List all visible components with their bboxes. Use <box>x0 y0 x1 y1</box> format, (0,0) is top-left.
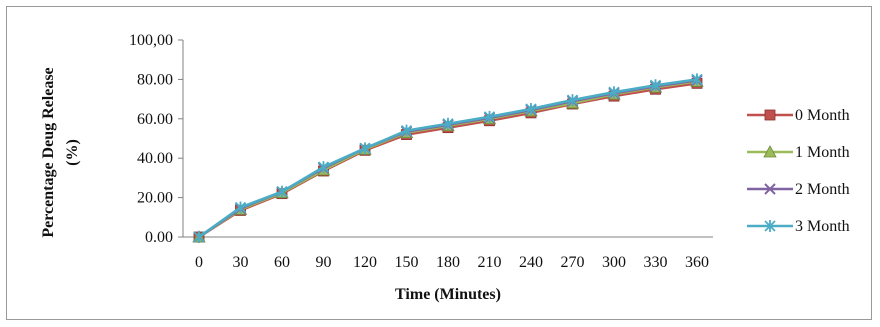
series-3-month <box>193 73 703 243</box>
y-tick-label: 0.00 <box>145 229 173 246</box>
data-point <box>276 185 288 198</box>
y-axis-title-line1: Percentage Deug Release <box>40 67 57 237</box>
ticks: 0.00 20.00 40.00 60.00 80.00 100,00 0 30 60 90 120… <box>129 32 709 271</box>
data-point <box>234 201 247 214</box>
series-line <box>198 79 698 239</box>
y-tick-label: 60.00 <box>137 111 173 128</box>
axes <box>182 40 713 238</box>
x-tick-label: 360 <box>685 254 709 271</box>
legend-item: 2 Month <box>747 181 850 198</box>
data-point <box>608 86 620 99</box>
data-point <box>317 161 330 174</box>
x-tick-label: 300 <box>602 254 626 271</box>
x-tick-label: 120 <box>353 254 377 271</box>
x-tick-label: 150 <box>395 254 419 271</box>
legend-item: 0 Month <box>747 107 850 124</box>
data-point <box>649 79 662 92</box>
series-line <box>198 80 698 239</box>
legend-label: 3 Month <box>795 218 850 235</box>
x-tick-label: 90 <box>316 254 332 271</box>
data-point <box>525 102 537 115</box>
legend-label: 2 Month <box>795 181 850 198</box>
data-point <box>193 231 205 243</box>
y-axis-title-line2: (%) <box>64 139 81 166</box>
legend-label: 0 Month <box>795 107 850 124</box>
series-layer <box>192 73 704 243</box>
legend-item: 3 Month <box>747 218 850 235</box>
series-0-month <box>193 77 703 243</box>
x-tick-label: 180 <box>436 254 460 271</box>
legend-marker <box>763 145 777 158</box>
y-tick-label: 80.00 <box>137 71 173 88</box>
x-tick-label: 210 <box>478 254 502 271</box>
x-tick-label: 270 <box>561 254 585 271</box>
series-1-month <box>192 74 704 243</box>
legend-marker <box>764 109 776 121</box>
legend-label: 1 Month <box>795 144 850 161</box>
x-tick-label: 30 <box>233 254 249 271</box>
chart-frame: 0.00 20.00 40.00 60.00 80.00 100,00 0 30 60 90 120… <box>6 6 872 320</box>
y-tick-label: 100,00 <box>129 32 173 49</box>
legend-item: 1 Month <box>747 144 850 161</box>
legend-marker <box>764 183 776 195</box>
legend-marker <box>764 220 776 232</box>
series-2-month <box>193 74 703 243</box>
data-point <box>483 110 496 123</box>
data-point <box>442 117 454 130</box>
x-tick-label: 330 <box>644 254 668 271</box>
drug-release-chart: 0.00 20.00 40.00 60.00 80.00 100,00 0 30 60 90 120… <box>40 32 850 303</box>
data-point <box>400 124 413 137</box>
x-tick-label: 60 <box>274 254 290 271</box>
x-axis-title: Time (Minutes) <box>395 286 501 303</box>
y-tick-label: 40.00 <box>137 150 173 167</box>
data-point <box>691 73 703 86</box>
series-line <box>198 82 698 239</box>
series-line <box>198 78 698 239</box>
x-tick-label: 240 <box>519 254 543 271</box>
legend: 0 Month 1 Month 2 Month 3 Month <box>747 107 850 235</box>
data-point <box>566 94 579 107</box>
y-tick-label: 20.00 <box>137 190 173 207</box>
x-tick-label: 0 <box>195 254 203 271</box>
data-point <box>359 142 371 155</box>
